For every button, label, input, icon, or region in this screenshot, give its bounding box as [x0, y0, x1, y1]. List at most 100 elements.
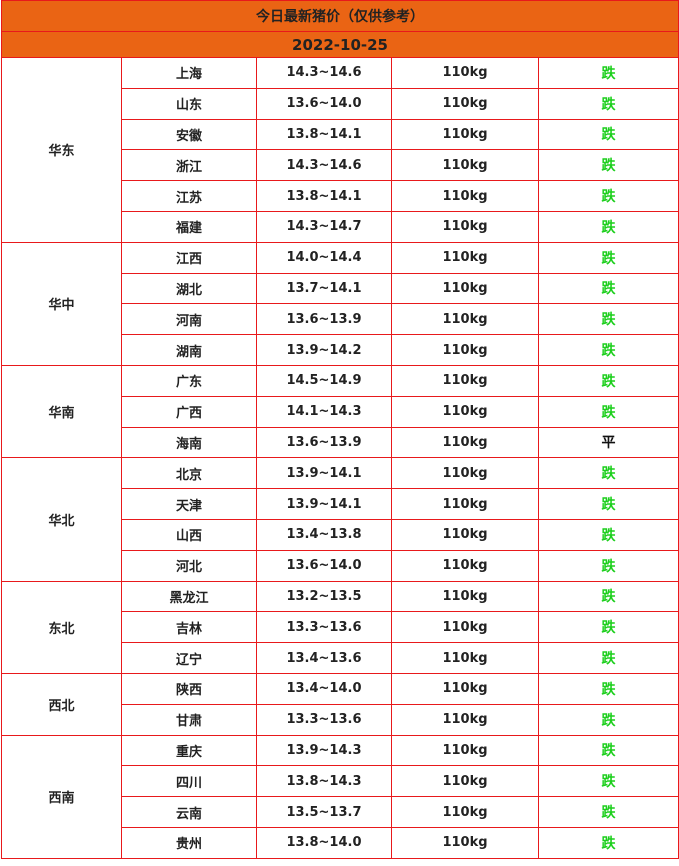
price-range-cell: 13.4~13.8	[256, 518, 392, 551]
trend-cell: 平	[537, 426, 679, 459]
province-cell: 江西	[121, 241, 257, 274]
province-cell: 天津	[121, 488, 257, 520]
trend-cell: 跌	[537, 87, 679, 120]
price-range-cell: 13.4~14.0	[256, 672, 392, 705]
price-range-cell: 13.8~14.3	[256, 765, 392, 798]
province-cell: 安徽	[121, 118, 257, 151]
trend-cell: 跌	[537, 118, 679, 151]
table-row: 天津 13.9~14.1 110kg 跌	[2, 488, 679, 520]
weight-cell: 110kg	[391, 826, 539, 859]
province-cell: 山西	[121, 518, 257, 551]
table-row: 辽宁 13.4~13.6 110kg 跌	[2, 642, 679, 674]
price-range-cell: 13.6~14.0	[256, 549, 392, 582]
weight-cell: 110kg	[391, 488, 539, 520]
region-cell: 东北	[1, 580, 122, 674]
weight-cell: 110kg	[391, 611, 539, 644]
province-cell: 江苏	[121, 180, 257, 212]
weight-cell: 110kg	[391, 180, 539, 212]
trend-cell: 跌	[537, 734, 679, 767]
trend-cell: 跌	[537, 303, 679, 336]
trend-cell: 跌	[537, 518, 679, 551]
province-cell: 甘肃	[121, 703, 257, 736]
table-row: 西南 重庆 13.9~14.3 110kg 跌	[1, 734, 679, 859]
region-cell: 华中	[1, 241, 122, 366]
price-range-cell: 13.3~13.6	[256, 703, 392, 736]
weight-cell: 110kg	[391, 241, 539, 274]
province-cell: 河南	[121, 303, 257, 336]
province-cell: 福建	[121, 210, 257, 243]
region-cell: 华北	[1, 457, 122, 582]
price-range-cell: 13.7~14.1	[256, 272, 392, 305]
weight-cell: 110kg	[391, 210, 539, 243]
price-range-cell: 14.3~14.7	[256, 210, 392, 243]
trend-cell: 跌	[537, 272, 679, 305]
province-cell: 广西	[121, 395, 257, 428]
trend-cell: 跌	[537, 180, 679, 212]
trend-cell: 跌	[537, 334, 679, 366]
trend-cell: 跌	[537, 611, 679, 644]
table-row: 贵州 13.8~14.0 110kg 跌	[2, 826, 679, 859]
price-range-cell: 13.3~13.6	[256, 611, 392, 644]
province-cell: 吉林	[121, 611, 257, 644]
table-row: 湖北 13.7~14.1 110kg 跌	[2, 272, 679, 305]
table-row: 华东 上海 14.3~14.6 110kg 跌	[1, 57, 679, 243]
weight-cell: 110kg	[391, 334, 539, 366]
price-range-cell: 14.5~14.9	[256, 364, 392, 397]
trend-cell: 跌	[537, 149, 679, 182]
weight-cell: 110kg	[391, 642, 539, 674]
trend-cell: 跌	[537, 395, 679, 428]
province-cell: 山东	[121, 87, 257, 120]
weight-cell: 110kg	[391, 457, 539, 490]
trend-cell: 跌	[537, 765, 679, 798]
weight-cell: 110kg	[391, 118, 539, 151]
price-range-cell: 14.0~14.4	[256, 241, 392, 274]
region-cell: 华南	[1, 364, 122, 459]
table-row: 江苏 13.8~14.1 110kg 跌	[2, 180, 679, 212]
title-row: 今日最新猪价（仅供参考）	[0, 0, 679, 32]
weight-cell: 110kg	[391, 364, 539, 397]
table-date: 2022-10-25	[0, 31, 679, 58]
weight-cell: 110kg	[391, 703, 539, 736]
trend-cell: 跌	[537, 488, 679, 520]
region-cell: 华东	[1, 57, 122, 243]
table-row: 华中 江西 14.0~14.4 110kg 跌	[1, 241, 679, 366]
price-range-cell: 13.6~13.9	[256, 426, 392, 459]
province-cell: 北京	[121, 457, 257, 490]
price-range-cell: 13.9~14.2	[256, 334, 392, 366]
province-cell: 广东	[121, 364, 257, 397]
weight-cell: 110kg	[391, 734, 539, 767]
trend-cell: 跌	[537, 457, 679, 490]
table-row: 浙江 14.3~14.6 110kg 跌	[2, 149, 679, 182]
province-cell: 浙江	[121, 149, 257, 182]
price-range-cell: 13.5~13.7	[256, 796, 392, 828]
table-row: 东北 黑龙江 13.2~13.5 110kg 跌	[1, 580, 679, 674]
weight-cell: 110kg	[391, 272, 539, 305]
province-cell: 云南	[121, 796, 257, 828]
weight-cell: 110kg	[391, 303, 539, 336]
price-range-cell: 14.1~14.3	[256, 395, 392, 428]
price-range-cell: 13.9~14.1	[256, 488, 392, 520]
trend-cell: 跌	[537, 796, 679, 828]
table-row: 湖南 13.9~14.2 110kg 跌	[2, 334, 679, 366]
weight-cell: 110kg	[391, 518, 539, 551]
trend-cell: 跌	[537, 672, 679, 705]
price-range-cell: 14.3~14.6	[256, 57, 392, 89]
trend-cell: 跌	[537, 580, 679, 613]
table-row: 甘肃 13.3~13.6 110kg 跌	[2, 703, 679, 736]
province-cell: 河北	[121, 549, 257, 582]
table-row: 安徽 13.8~14.1 110kg 跌	[2, 118, 679, 151]
price-range-cell: 13.9~14.1	[256, 457, 392, 490]
weight-cell: 110kg	[391, 549, 539, 582]
price-range-cell: 13.6~13.9	[256, 303, 392, 336]
province-cell: 辽宁	[121, 642, 257, 674]
price-range-cell: 13.8~14.1	[256, 118, 392, 151]
province-cell: 重庆	[121, 734, 257, 767]
price-range-cell: 13.8~14.1	[256, 180, 392, 212]
weight-cell: 110kg	[391, 796, 539, 828]
table-row: 河北 13.6~14.0 110kg 跌	[2, 549, 679, 582]
province-cell: 海南	[121, 426, 257, 459]
table-row: 吉林 13.3~13.6 110kg 跌	[2, 611, 679, 644]
price-range-cell: 13.4~13.6	[256, 642, 392, 674]
trend-cell: 跌	[537, 642, 679, 674]
